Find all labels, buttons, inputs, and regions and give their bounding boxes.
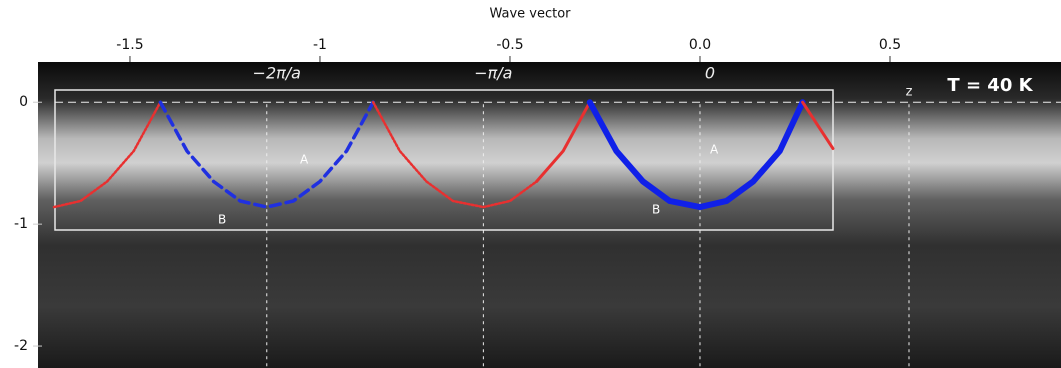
band-label: A	[710, 143, 719, 157]
x-tick-label: 0.5	[879, 37, 901, 53]
chart-title: Wave vector	[489, 7, 571, 22]
reference-label: −π/a	[474, 64, 512, 83]
band-label: B	[218, 213, 226, 227]
y-tick-label: -2	[14, 338, 28, 354]
y-tick-label: -1	[14, 216, 28, 232]
spectrum-image	[38, 62, 1061, 368]
x-tick-label: -0.5	[496, 37, 523, 53]
band-curve	[801, 100, 835, 151]
reference-label: −2π/a	[253, 64, 301, 83]
reference-label: 0	[705, 64, 715, 83]
inset-frame	[54, 89, 834, 231]
band-curve	[586, 99, 806, 211]
band-curve	[158, 100, 375, 209]
band-curve	[52, 100, 162, 209]
reference-label: z	[906, 85, 913, 100]
x-tick-label: -1	[313, 37, 327, 53]
y-tick-label: 0	[19, 94, 28, 110]
temperature-label: T = 40 K	[947, 75, 1033, 96]
x-tick-label: 0.0	[689, 37, 711, 53]
band-curve	[371, 100, 538, 209]
band-label: A	[300, 153, 309, 167]
x-tick-label: -1.5	[116, 37, 143, 53]
band-label: B	[652, 203, 660, 217]
band-curve	[535, 100, 592, 183]
